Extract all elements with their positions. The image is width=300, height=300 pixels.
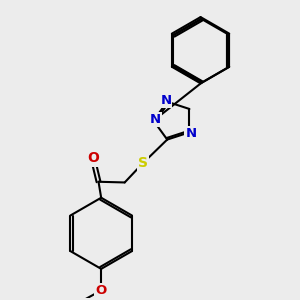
Text: S: S xyxy=(138,156,148,170)
Text: N: N xyxy=(160,94,171,107)
Text: O: O xyxy=(87,152,99,165)
Text: N: N xyxy=(149,113,161,126)
Text: O: O xyxy=(96,284,107,297)
Text: N: N xyxy=(185,127,197,140)
